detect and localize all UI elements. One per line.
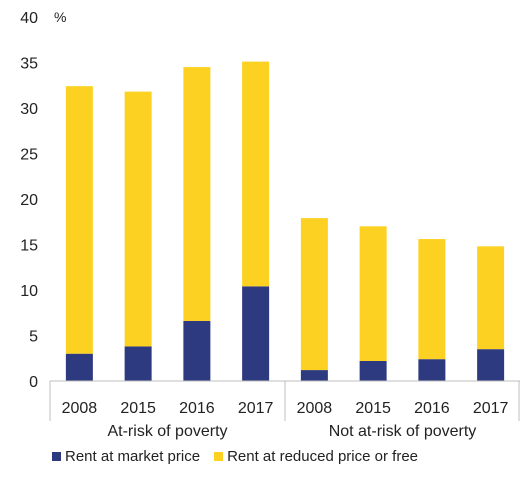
bar-market-price <box>242 286 269 381</box>
bar-reduced-price <box>477 246 504 349</box>
y-tick-label: 5 <box>29 329 38 346</box>
x-tick-label: 2016 <box>414 400 450 417</box>
bar-market-price <box>125 346 152 381</box>
y-tick-label: 25 <box>20 147 38 164</box>
legend-label-reduced-price: Rent at reduced price or free <box>227 448 418 465</box>
legend-swatch-market-price <box>52 452 61 461</box>
bar-reduced-price <box>183 67 210 321</box>
bars <box>66 62 504 381</box>
legend: Rent at market price Rent at reduced pri… <box>52 448 432 465</box>
unit-label: % <box>54 9 66 25</box>
bar-market-price <box>301 370 328 381</box>
x-tick-label: 2017 <box>473 400 509 417</box>
bar-market-price <box>360 361 387 381</box>
x-tick-label: 2008 <box>297 400 333 417</box>
y-tick-label: 15 <box>20 238 38 255</box>
bar-reduced-price <box>360 226 387 361</box>
bar-market-price <box>477 349 504 381</box>
bar-market-price <box>66 354 93 381</box>
bar-reduced-price <box>301 218 328 370</box>
bar-market-price <box>183 321 210 381</box>
y-axis-ticks: 0 5 10 15 20 25 30 35 40 <box>20 10 38 391</box>
x-tick-label: 2015 <box>120 400 156 417</box>
y-tick-label: 20 <box>20 192 38 209</box>
bar-reduced-price <box>418 239 445 359</box>
x-axis: 2008 2015 2016 2017 2008 2015 2016 2017 At-risk … <box>50 381 520 440</box>
x-tick-label: 2017 <box>238 400 274 417</box>
y-tick-label: 40 <box>20 10 38 27</box>
legend-label-market-price: Rent at market price <box>65 448 200 465</box>
bar-reduced-price <box>125 92 152 347</box>
y-tick-label: 30 <box>20 101 38 118</box>
bar-reduced-price <box>66 86 93 354</box>
legend-item-market-price: Rent at market price <box>52 448 200 465</box>
group-label: Not at-risk of poverty <box>329 423 477 440</box>
bar-reduced-price <box>242 62 269 287</box>
y-tick-label: 10 <box>20 283 38 300</box>
x-tick-label: 2008 <box>62 400 98 417</box>
x-tick-label: 2016 <box>179 400 215 417</box>
legend-item-reduced-price: Rent at reduced price or free <box>214 448 418 465</box>
group-label: At-risk of poverty <box>107 423 227 440</box>
y-tick-label: 0 <box>29 374 38 391</box>
y-tick-label: 35 <box>20 56 38 73</box>
legend-swatch-reduced-price <box>214 452 223 461</box>
bar-market-price <box>418 359 445 381</box>
x-tick-label: 2015 <box>355 400 391 417</box>
